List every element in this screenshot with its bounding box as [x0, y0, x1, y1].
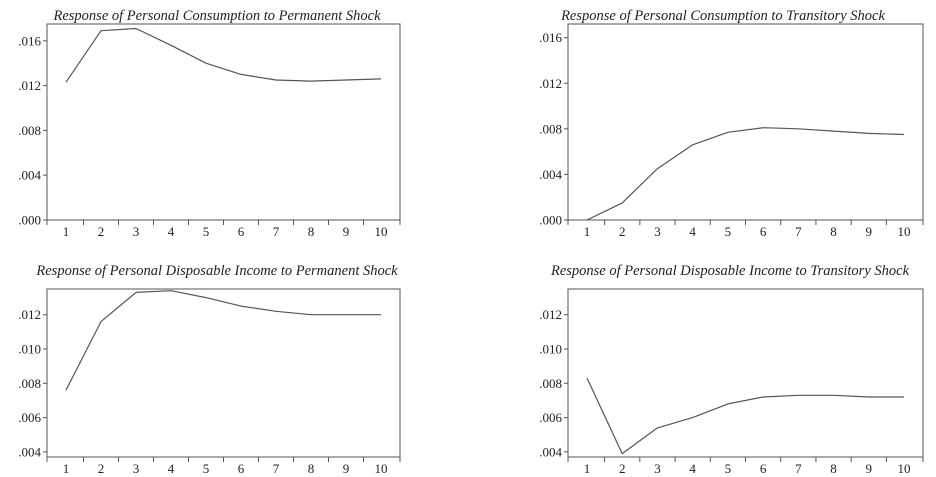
- x-tick-label: 5: [203, 461, 210, 476]
- x-tick-label: 3: [654, 224, 661, 239]
- y-tick-label: .008: [18, 376, 41, 391]
- x-tick-label: 7: [273, 224, 280, 239]
- chart-panel-2: Response of Personal Consumption to Tran…: [539, 8, 924, 239]
- y-tick-label: .012: [539, 76, 562, 91]
- x-tick-label: 9: [866, 461, 873, 476]
- x-tick-label: 4: [689, 461, 696, 476]
- x-tick-label: 6: [760, 224, 767, 239]
- chart-title: Response of Personal Disposable Income t…: [550, 263, 910, 279]
- y-tick-label: .012: [18, 78, 41, 93]
- x-tick-label: 10: [375, 461, 388, 476]
- x-tick-label: 5: [725, 461, 732, 476]
- y-tick-label: .004: [18, 444, 41, 459]
- y-tick-label: .012: [18, 307, 41, 322]
- x-tick-label: 10: [898, 224, 911, 239]
- chart-title: Response of Personal Consumption to Tran…: [560, 8, 885, 24]
- x-tick-label: 2: [98, 461, 105, 476]
- series-line: [586, 127, 905, 221]
- x-tick-label: 3: [654, 461, 661, 476]
- x-tick-label: 4: [168, 224, 175, 239]
- x-tick-label: 8: [830, 224, 837, 239]
- y-tick-label: .000: [539, 213, 562, 228]
- x-tick-label: 9: [343, 224, 350, 239]
- x-tick-label: 3: [133, 461, 140, 476]
- x-tick-label: 6: [760, 461, 767, 476]
- x-tick-label: 9: [866, 224, 873, 239]
- y-tick-label: .010: [18, 342, 41, 357]
- x-tick-label: 2: [619, 224, 626, 239]
- x-tick-label: 9: [343, 461, 350, 476]
- x-tick-label: 6: [238, 224, 245, 239]
- y-tick-label: .008: [18, 123, 41, 138]
- x-tick-label: 10: [375, 224, 388, 239]
- y-tick-label: .006: [539, 410, 562, 425]
- chart-title: Response of Personal Disposable Income t…: [35, 263, 398, 279]
- series-line: [65, 27, 382, 83]
- plot-frame: [46, 23, 401, 221]
- y-tick-label: .016: [539, 30, 562, 45]
- y-tick-label: .004: [539, 167, 562, 182]
- x-tick-label: 5: [725, 224, 732, 239]
- x-tick-label: 7: [795, 461, 802, 476]
- y-tick-label: .010: [539, 342, 562, 357]
- x-tick-label: 8: [830, 461, 837, 476]
- x-tick-label: 6: [238, 461, 245, 476]
- y-tick-label: .000: [18, 213, 41, 228]
- chart-title: Response of Personal Consumption to Perm…: [52, 8, 381, 24]
- x-tick-label: 1: [63, 224, 70, 239]
- x-tick-label: 1: [584, 224, 591, 239]
- x-tick-label: 8: [308, 224, 315, 239]
- chart-panel-3: Response of Personal Disposable Income t…: [18, 263, 401, 476]
- x-tick-label: 8: [308, 461, 315, 476]
- x-tick-label: 3: [133, 224, 140, 239]
- y-tick-label: .006: [18, 410, 41, 425]
- y-tick-label: .008: [539, 376, 562, 391]
- x-tick-label: 4: [168, 461, 175, 476]
- x-tick-label: 5: [203, 224, 210, 239]
- plot-frame: [567, 23, 924, 221]
- y-tick-label: .016: [18, 33, 41, 48]
- x-tick-label: 1: [63, 461, 70, 476]
- x-tick-label: 2: [619, 461, 626, 476]
- x-tick-label: 7: [795, 224, 802, 239]
- x-tick-label: 1: [584, 461, 591, 476]
- x-tick-label: 4: [689, 224, 696, 239]
- y-tick-label: .012: [539, 307, 562, 322]
- x-tick-label: 7: [273, 461, 280, 476]
- series-line: [65, 290, 381, 391]
- chart-panel-4: Response of Personal Disposable Income t…: [539, 263, 924, 476]
- y-tick-label: .004: [18, 168, 41, 183]
- series-line: [586, 377, 904, 455]
- x-tick-label: 2: [98, 224, 105, 239]
- plot-frame: [567, 288, 924, 458]
- y-tick-label: .008: [539, 121, 562, 136]
- y-tick-label: .004: [539, 444, 562, 459]
- chart-panel-1: Response of Personal Consumption to Perm…: [18, 8, 401, 239]
- x-tick-label: 10: [898, 461, 911, 476]
